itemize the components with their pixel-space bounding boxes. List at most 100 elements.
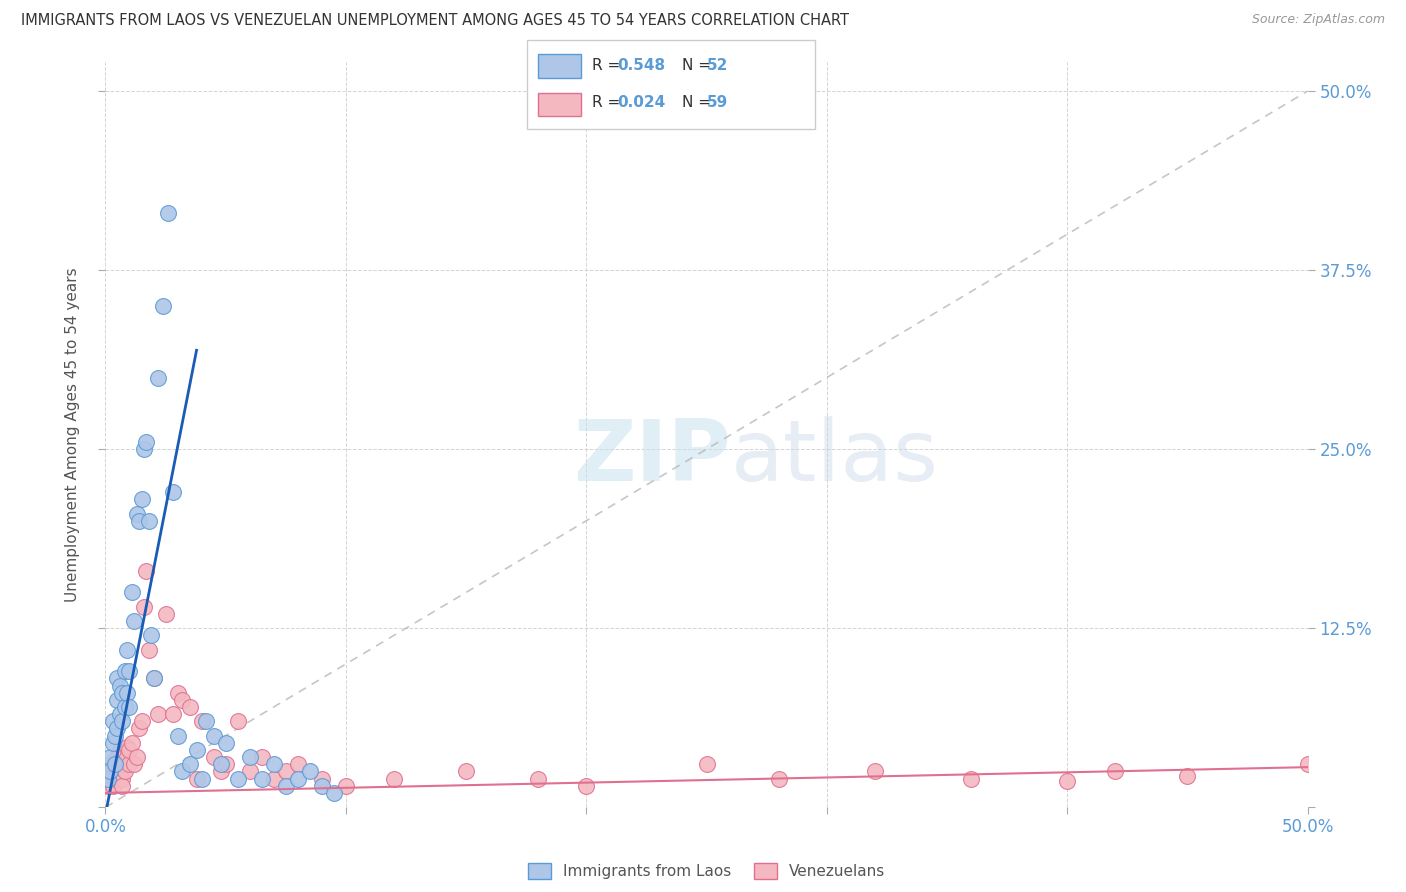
Point [575, 779, 598, 793]
Point [124, 757, 146, 772]
Point [209, 757, 232, 772]
Point [1056, 774, 1078, 789]
Point [142, 671, 165, 685]
Point [114, 764, 136, 779]
Point [156, 206, 179, 220]
Point [1175, 769, 1198, 783]
Point [101, 764, 124, 779]
Point [239, 764, 262, 779]
Text: R =: R = [592, 95, 626, 110]
Text: IMMIGRANTS FROM LAOS VS VENEZUELAN UNEMPLOYMENT AMONG AGES 45 TO 54 YEARS CORREL: IMMIGRANTS FROM LAOS VS VENEZUELAN UNEMP… [21, 13, 849, 29]
Point [162, 707, 184, 722]
Point [111, 779, 134, 793]
Point [768, 772, 790, 786]
Point [97, 772, 120, 786]
Point [863, 764, 886, 779]
Point [131, 714, 153, 729]
Point [101, 736, 124, 750]
Point [274, 779, 297, 793]
Point [139, 628, 162, 642]
Point [111, 772, 134, 786]
Point [696, 757, 718, 772]
Point [152, 299, 174, 313]
Point [138, 642, 160, 657]
Point [115, 686, 138, 700]
Point [124, 614, 146, 628]
Point [128, 514, 150, 528]
Point [250, 772, 273, 786]
Point [186, 743, 208, 757]
Point [195, 714, 218, 729]
Point [101, 779, 124, 793]
Point [287, 772, 309, 786]
Point [454, 764, 477, 779]
Point [104, 757, 127, 772]
Y-axis label: Unemployment Among Ages 45 to 54 years: Unemployment Among Ages 45 to 54 years [65, 268, 80, 602]
Point [98, 772, 121, 786]
Text: Source: ZipAtlas.com: Source: ZipAtlas.com [1251, 13, 1385, 27]
Point [172, 764, 194, 779]
Point [172, 693, 194, 707]
Point [108, 679, 131, 693]
Point [118, 757, 141, 772]
Point [98, 764, 121, 779]
Point [118, 743, 141, 757]
Point [107, 693, 129, 707]
Point [166, 729, 188, 743]
Point [311, 772, 333, 786]
Point [107, 722, 129, 736]
Text: N =: N = [682, 58, 716, 72]
Point [263, 757, 285, 772]
Point [108, 760, 131, 774]
Point [239, 750, 262, 764]
Point [132, 599, 155, 614]
Point [214, 736, 236, 750]
Point [107, 750, 129, 764]
Point [274, 764, 297, 779]
Point [179, 700, 201, 714]
Point [101, 714, 124, 729]
Point [179, 757, 201, 772]
Point [128, 722, 150, 736]
Text: 59: 59 [707, 95, 728, 110]
Point [108, 743, 131, 757]
Point [114, 757, 136, 772]
Legend: Immigrants from Laos, Venezuelans: Immigrants from Laos, Venezuelans [522, 857, 891, 885]
Point [114, 664, 136, 678]
Point [214, 757, 236, 772]
Point [135, 564, 157, 578]
Point [960, 772, 983, 786]
Point [382, 772, 405, 786]
Point [107, 769, 129, 783]
Point [186, 772, 208, 786]
Text: 0.548: 0.548 [617, 58, 665, 72]
Point [1296, 757, 1319, 772]
Point [226, 714, 249, 729]
Point [138, 514, 160, 528]
Point [132, 442, 155, 457]
Point [118, 700, 141, 714]
Point [104, 757, 127, 772]
Point [115, 642, 138, 657]
Point [107, 671, 129, 685]
Point [131, 492, 153, 507]
Point [142, 671, 165, 685]
Point [98, 757, 121, 772]
Point [108, 707, 131, 722]
Point [287, 757, 309, 772]
Point [97, 779, 120, 793]
Point [202, 750, 225, 764]
Point [111, 714, 134, 729]
Point [226, 772, 249, 786]
Point [335, 779, 357, 793]
Point [311, 779, 333, 793]
Point [162, 485, 184, 500]
Point [104, 772, 127, 786]
Point [121, 585, 143, 599]
Point [125, 507, 148, 521]
Point [298, 764, 321, 779]
Point [118, 664, 141, 678]
Point [1104, 764, 1126, 779]
Point [125, 750, 148, 764]
Point [322, 786, 344, 800]
